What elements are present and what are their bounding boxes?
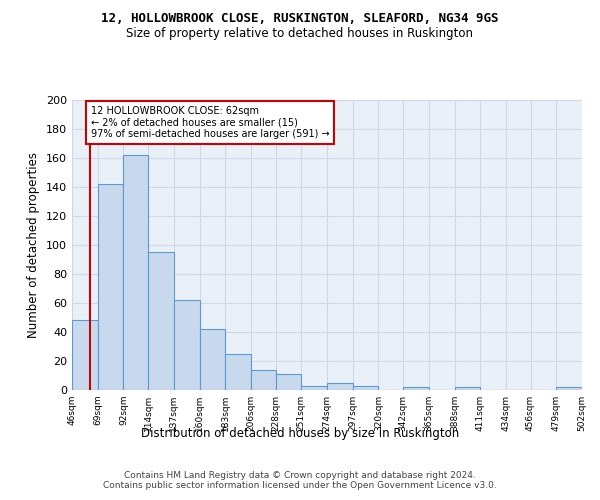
Text: Distribution of detached houses by size in Ruskington: Distribution of detached houses by size … — [141, 428, 459, 440]
Bar — [199, 329, 225, 390]
Text: Size of property relative to detached houses in Ruskington: Size of property relative to detached ho… — [127, 28, 473, 40]
Bar — [225, 354, 251, 390]
Text: Contains HM Land Registry data © Crown copyright and database right 2024.
Contai: Contains HM Land Registry data © Crown c… — [103, 470, 497, 490]
Bar — [327, 383, 353, 390]
Bar — [98, 184, 124, 390]
Bar — [353, 386, 379, 390]
Bar — [251, 370, 275, 390]
Bar — [148, 252, 174, 390]
Text: 12 HOLLOWBROOK CLOSE: 62sqm
← 2% of detached houses are smaller (15)
97% of semi: 12 HOLLOWBROOK CLOSE: 62sqm ← 2% of deta… — [91, 106, 329, 139]
Bar — [301, 386, 327, 390]
Bar — [455, 387, 480, 390]
Y-axis label: Number of detached properties: Number of detached properties — [28, 152, 40, 338]
Bar — [124, 155, 148, 390]
Bar — [403, 387, 429, 390]
Text: 12, HOLLOWBROOK CLOSE, RUSKINGTON, SLEAFORD, NG34 9GS: 12, HOLLOWBROOK CLOSE, RUSKINGTON, SLEAF… — [101, 12, 499, 26]
Bar — [72, 320, 98, 390]
Bar — [174, 300, 199, 390]
Bar — [556, 387, 582, 390]
Bar — [275, 374, 301, 390]
